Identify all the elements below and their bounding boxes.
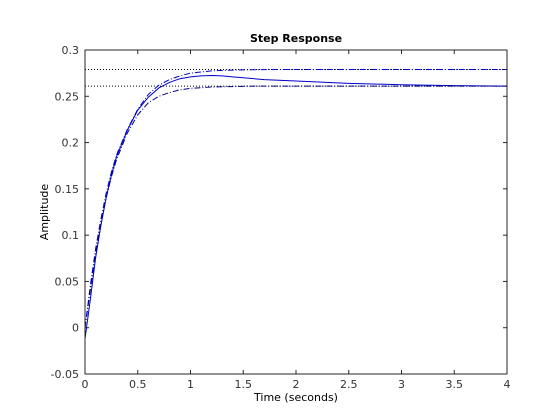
y-tick-label: 0.25	[55, 90, 80, 103]
x-tick-label: 1	[187, 378, 194, 391]
chart-title: Step Response	[250, 32, 342, 45]
x-tick-label: 2.5	[340, 378, 358, 391]
x-tick-label: 1.5	[235, 378, 253, 391]
y-tick-label: 0.3	[62, 44, 80, 57]
y-axis-label: Amplitude	[38, 184, 51, 241]
y-tick-labels: -0.05 0 0.05 0.1 0.15 0.2 0.25 0.3	[51, 44, 79, 381]
x-tick-labels: 0 0.5 1 1.5 2 2.5 3 3.5 4	[82, 378, 511, 391]
x-tick-label: 3	[398, 378, 405, 391]
y-tick-label: 0.05	[55, 275, 80, 288]
y-tick-label: 0.15	[55, 183, 80, 196]
y-tick-label: -0.05	[51, 368, 79, 381]
y-tick-label: 0.2	[62, 137, 80, 150]
axis-ticks	[84, 49, 508, 375]
x-tick-label: 4	[504, 378, 511, 391]
x-tick-label: 0.5	[129, 378, 147, 391]
series-line-2	[84, 68, 507, 328]
plot-area	[85, 50, 507, 374]
y-tick-label: 0	[72, 322, 79, 335]
series-line-3	[84, 85, 507, 328]
x-tick-label: 3.5	[446, 378, 464, 391]
x-axis-label: Time (seconds)	[253, 391, 338, 404]
y-tick-label: 0.1	[62, 229, 80, 242]
series-group	[84, 68, 508, 339]
x-tick-label: 0	[82, 378, 89, 391]
x-tick-label: 2	[293, 378, 300, 391]
series-line-1	[84, 74, 508, 339]
